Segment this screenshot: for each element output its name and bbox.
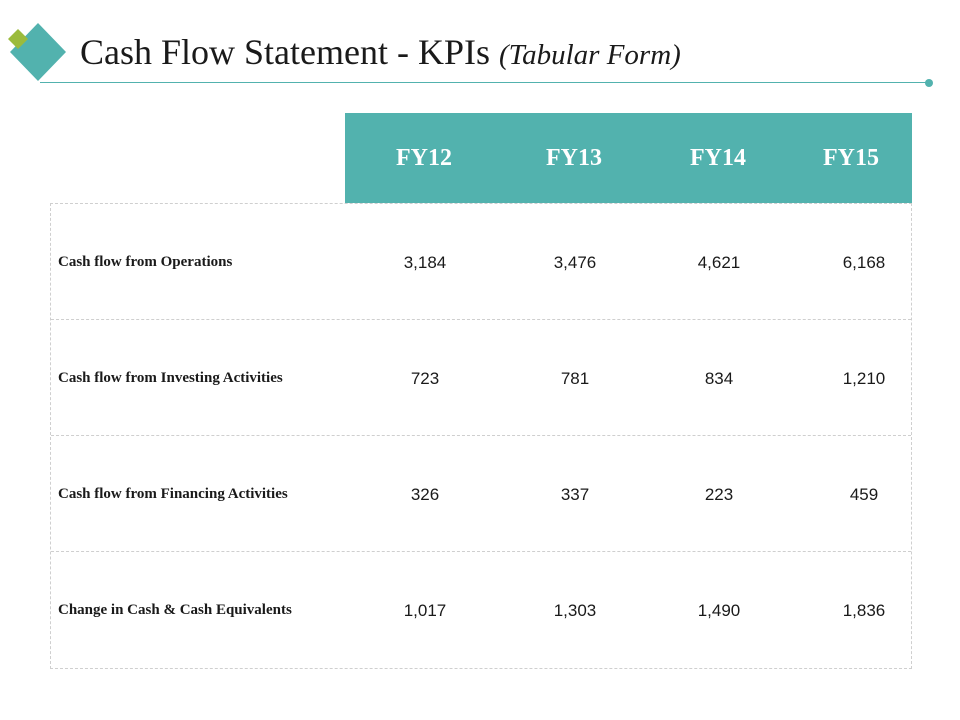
- column-header-fy12: FY12: [396, 145, 452, 171]
- table-cell: 223: [704, 485, 734, 504]
- table-cell: 1,490: [697, 601, 741, 620]
- table-cell: 3,184: [403, 253, 447, 272]
- table-row: Cash flow from Operations 3,184 3,476 4,…: [51, 204, 911, 320]
- kpi-table: Cash flow from Operations 3,184 3,476 4,…: [50, 203, 912, 669]
- table-header: FY12 FY13 FY14 FY15: [345, 113, 912, 203]
- diamond-logo-icon: [8, 23, 66, 81]
- column-header-fy15: FY15: [823, 145, 879, 171]
- table-cell: 6,168: [842, 253, 886, 272]
- table-cell: 4,621: [697, 253, 741, 272]
- table-cell: 1,303: [553, 601, 597, 620]
- title-main: Cash Flow Statement - KPIs: [80, 32, 490, 72]
- table-row: Cash flow from Financing Activities 326 …: [51, 436, 911, 552]
- table-cell: 1,836: [842, 601, 886, 620]
- table-cell: 723: [410, 369, 440, 388]
- table-cell: 834: [704, 369, 734, 388]
- table-cell: 3,476: [553, 253, 597, 272]
- table-cell: 1,017: [403, 601, 447, 620]
- row-label: Cash flow from Investing Activities: [58, 369, 283, 386]
- title-underline: [40, 82, 928, 83]
- row-label: Cash flow from Financing Activities: [58, 485, 288, 502]
- row-label: Cash flow from Operations: [58, 253, 233, 270]
- table-cell: 459: [849, 485, 879, 504]
- table-cell: 1,210: [842, 369, 886, 388]
- table-row: Cash flow from Investing Activities 723 …: [51, 320, 911, 436]
- table-cell: 781: [560, 369, 590, 388]
- table-cell: 337: [560, 485, 590, 504]
- row-label: Change in Cash & Cash Equivalents: [58, 601, 292, 618]
- underline-end-dot: [925, 79, 933, 87]
- column-header-fy13: FY13: [546, 145, 602, 171]
- table-cell: 326: [410, 485, 440, 504]
- title-subtitle: (Tabular Form): [499, 39, 681, 71]
- column-header-fy14: FY14: [690, 145, 746, 171]
- table-row: Change in Cash & Cash Equivalents 1,017 …: [51, 552, 911, 668]
- page-title: Cash Flow Statement - KPIs (Tabular Form…: [80, 30, 681, 77]
